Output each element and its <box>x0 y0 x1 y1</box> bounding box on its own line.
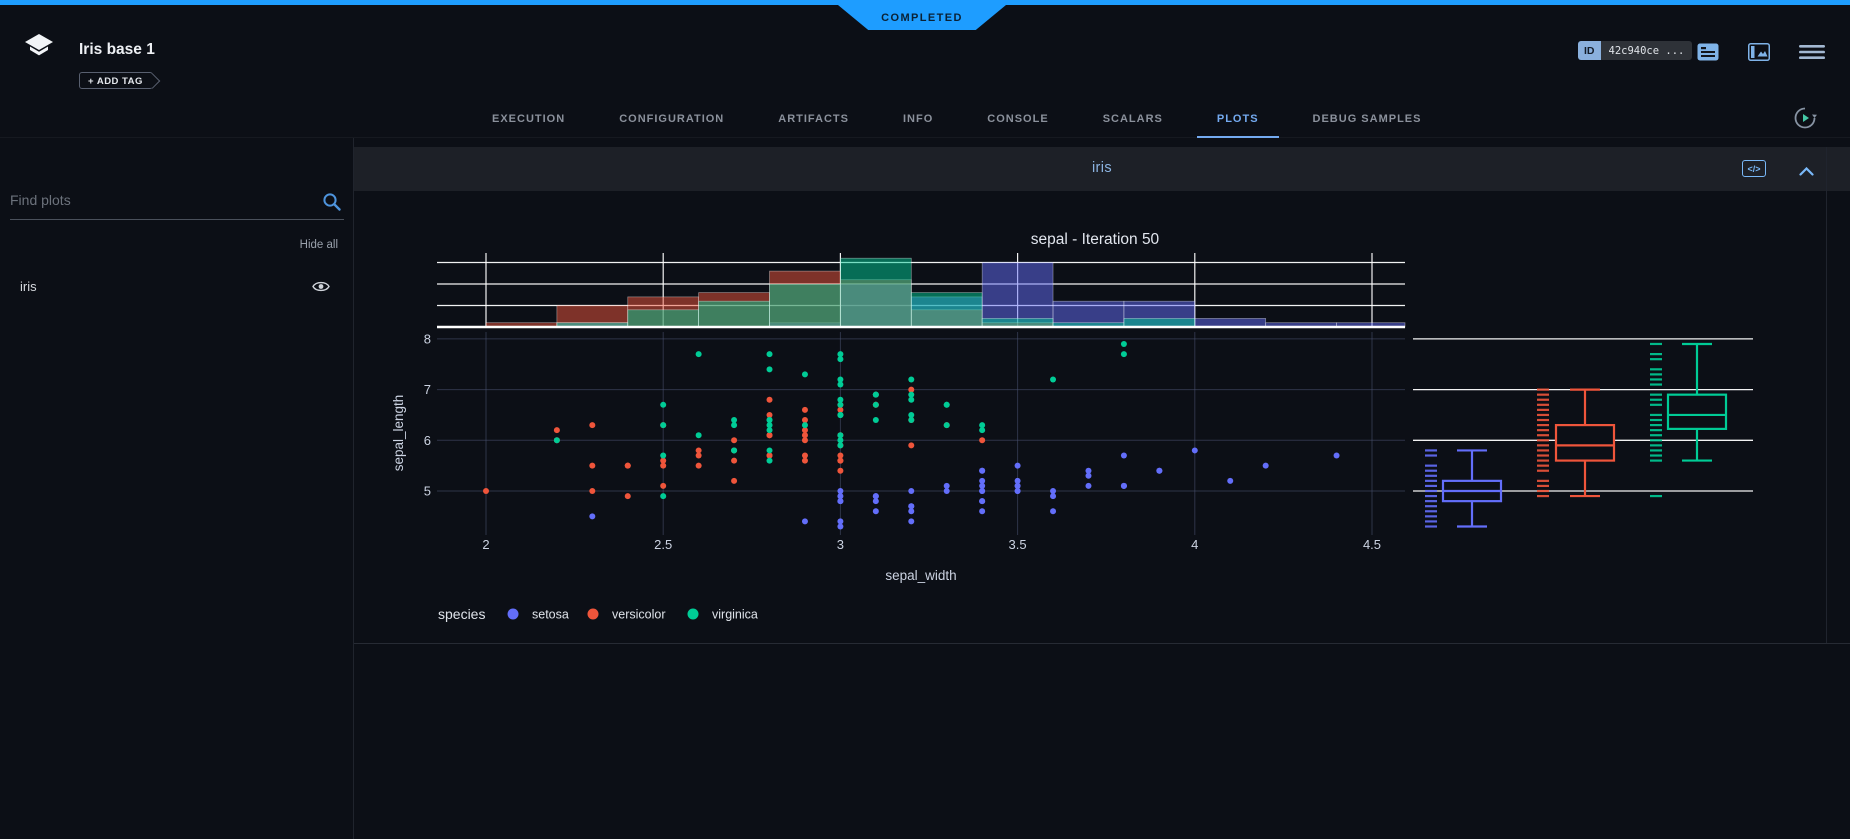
svg-text:4.5: 4.5 <box>1363 537 1381 552</box>
svg-text:2.5: 2.5 <box>654 537 672 552</box>
legend-item-setosa[interactable]: setosa <box>507 608 569 622</box>
svg-text:sepal_width: sepal_width <box>885 568 956 583</box>
tab-console[interactable]: CONSOLE <box>987 113 1049 125</box>
id-label: ID <box>1578 41 1601 60</box>
sepal-plot-canvas[interactable]: sepal - Iteration 50 2 2.5 3 3.5 4 4.5 5 6 7 8 sepa… <box>354 191 1850 643</box>
svg-text:virginica: virginica <box>712 608 758 622</box>
tab-artifacts[interactable]: ARTIFACTS <box>778 113 849 125</box>
experiment-title: Iris base 1 <box>79 41 155 58</box>
panel-right-edge <box>1826 147 1827 643</box>
svg-text:3: 3 <box>837 537 844 552</box>
tab-scalars[interactable]: SCALARS <box>1102 113 1163 125</box>
visibility-eye-icon[interactable] <box>312 280 330 298</box>
sidebar-item-label: iris <box>20 279 37 294</box>
legend-item-versicolor[interactable]: versicolor <box>587 608 666 622</box>
svg-text:2: 2 <box>482 537 489 552</box>
svg-text:sepal - Iteration 50: sepal - Iteration 50 <box>1031 231 1160 248</box>
hide-all-link[interactable]: Hide all <box>299 239 338 251</box>
svg-text:setosa: setosa <box>532 608 569 622</box>
svg-text:4: 4 <box>1191 537 1198 552</box>
find-plots-field[interactable] <box>10 192 344 220</box>
view-code-icon[interactable]: </> <box>1742 160 1766 177</box>
svg-text:8: 8 <box>424 331 431 346</box>
panel-bottom-divider <box>354 643 1850 644</box>
tab-execution[interactable]: EXECUTION <box>492 113 566 125</box>
search-icon <box>322 192 342 217</box>
svg-text:3.5: 3.5 <box>1009 537 1027 552</box>
status-badge-label: COMPLETED <box>881 11 963 24</box>
tab-info[interactable]: INFO <box>903 113 934 125</box>
svg-text:7: 7 <box>424 382 431 397</box>
add-tag-label: + ADD TAG <box>88 75 143 87</box>
auto-refresh-icon[interactable] <box>1792 105 1818 136</box>
top-accent-strip <box>0 0 1850 5</box>
collapse-chevron-up-icon[interactable] <box>1799 163 1814 181</box>
find-plots-input[interactable] <box>10 192 310 208</box>
tab-plots[interactable]: PLOTS <box>1196 100 1279 138</box>
plot-panel-title: iris <box>1091 160 1113 176</box>
svg-text:5: 5 <box>424 484 431 499</box>
experiment-id-badge[interactable]: ID 42c940ce ... <box>1578 41 1693 60</box>
svg-text:versicolor: versicolor <box>612 608 666 622</box>
tab-debug-samples[interactable]: DEBUG SAMPLES <box>1312 113 1422 125</box>
app-logo-icon[interactable] <box>22 32 56 67</box>
status-badge: COMPLETED <box>838 5 1006 30</box>
details-panel-icon[interactable] <box>1748 43 1770 66</box>
menu-icon[interactable] <box>1799 44 1825 65</box>
add-tag-button[interactable]: + ADD TAG <box>79 72 153 89</box>
plot-panel-header: iris </> <box>354 147 1850 191</box>
svg-text:6: 6 <box>424 433 431 448</box>
svg-text:species: species <box>438 606 485 622</box>
sidebar-item-iris[interactable]: iris <box>0 272 354 302</box>
plots-sidebar: Hide all iris <box>0 138 354 839</box>
svg-text:sepal_length: sepal_length <box>391 395 406 472</box>
note-icon[interactable] <box>1697 43 1719 66</box>
tab-configuration[interactable]: CONFIGURATION <box>619 113 725 125</box>
tab-bar: EXECUTION CONFIGURATION ARTIFACTS INFO C… <box>0 100 1850 138</box>
legend-item-virginica[interactable]: virginica <box>687 608 758 622</box>
id-value: 42c940ce ... <box>1600 41 1693 60</box>
